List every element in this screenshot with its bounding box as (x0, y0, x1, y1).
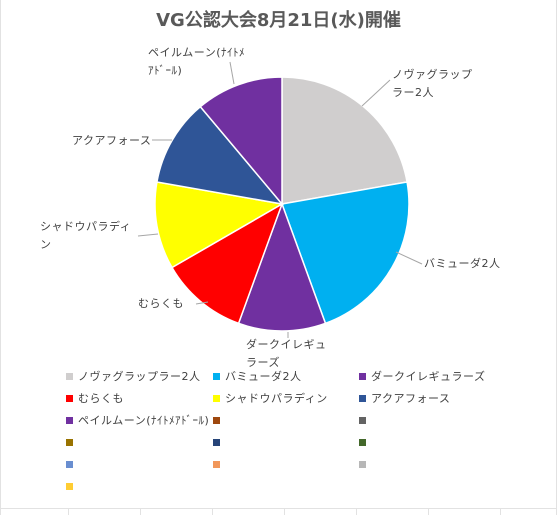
legend-label: ノヴァグラップラー2人 (78, 370, 201, 383)
legend-swatch (213, 394, 220, 402)
legend-item (66, 479, 78, 493)
legend-label: ダークイレギュラーズ (371, 370, 486, 383)
legend-item (213, 435, 225, 449)
pie-slice-7 (199, 76, 283, 207)
legend-swatch (359, 460, 366, 468)
legend-item (213, 457, 225, 471)
legend-item: ノヴァグラップラー2人 (66, 369, 201, 383)
legend-item: バミューダ2人 (213, 369, 302, 383)
legend-swatch (213, 438, 220, 446)
legend-swatch (66, 438, 73, 446)
legend-item: ダークイレギュラーズ (359, 369, 485, 383)
legend-swatch (359, 372, 366, 380)
legend-item: ペイルムーン(ﾅｲﾄﾒｱﾄﾞｰﾙ) (66, 413, 209, 427)
legend-label: アクアフォース (371, 392, 451, 405)
data-label-3: ダークイレギュ ラーズ (246, 338, 327, 369)
data-label-5: シャドウパラディ ン (40, 220, 132, 251)
legend-swatch (66, 394, 73, 402)
legend-label: シャドウパラディン (225, 392, 328, 405)
pie-slice-2 (280, 181, 410, 325)
legend-label: むらくも (78, 392, 124, 405)
leader-line-7 (229, 61, 235, 85)
legend-item (359, 457, 371, 471)
pie-slice-3 (237, 201, 327, 332)
legend-swatch (66, 482, 73, 490)
data-label-2: バミューダ2人 (424, 257, 501, 270)
legend-item: シャドウパラディン (213, 391, 328, 405)
pie-slice-4 (170, 202, 284, 325)
leader-line-2 (395, 251, 423, 265)
legend-item (359, 413, 371, 427)
data-label-7: ペイルムーン(ﾅｲﾄﾒ ｱﾄﾞｰﾙ) (148, 46, 246, 77)
legend-swatch (359, 416, 366, 424)
legend-item (359, 435, 371, 449)
legend-swatch (66, 416, 73, 424)
legend-swatch (213, 416, 220, 424)
chart-title: VG公認大会8月21日(水)開催 (156, 10, 401, 31)
legend-item: むらくも (66, 391, 124, 405)
data-label-6: アクアフォース (72, 134, 152, 147)
legend-item: アクアフォース (359, 391, 450, 405)
leader-line-1 (361, 79, 391, 107)
legend-label: ペイルムーン(ﾅｲﾄﾒｱﾄﾞｰﾙ) (78, 414, 210, 427)
legend-swatch (213, 460, 220, 468)
leader-line-5 (137, 233, 159, 237)
legend-item (66, 435, 78, 449)
pie-slice-1 (281, 76, 408, 205)
legend-swatch (359, 394, 366, 402)
pie-slice-6 (156, 105, 284, 206)
pie-slice-5 (154, 181, 285, 269)
legend-swatch (66, 460, 73, 468)
legend-swatch (66, 372, 73, 380)
legend-swatch (213, 372, 220, 380)
leader-line-4 (195, 301, 209, 305)
legend-item (213, 413, 225, 427)
legend-item (66, 457, 78, 471)
legend-swatch (359, 438, 366, 446)
data-label-1: ノヴァグラップ ラー2人 (392, 68, 473, 99)
data-label-4: むらくも (138, 297, 184, 310)
legend-label: バミューダ2人 (225, 370, 302, 383)
